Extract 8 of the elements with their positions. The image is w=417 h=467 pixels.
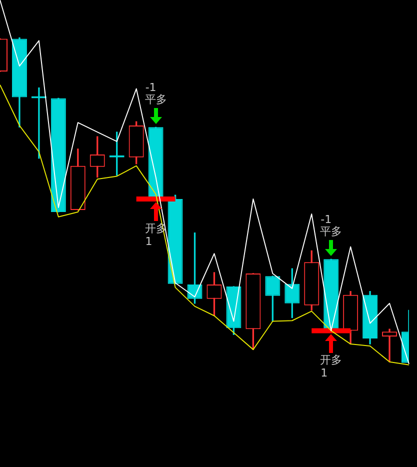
annotation: -1 <box>320 213 332 226</box>
text: 1 <box>320 366 328 380</box>
annotation: 平多 <box>320 225 342 238</box>
annotation: -1 <box>145 81 156 94</box>
candlestick <box>382 328 398 362</box>
annotation: 开多 <box>320 354 342 367</box>
annotation: 平多 <box>144 93 167 106</box>
annotation: 1 <box>145 234 152 248</box>
